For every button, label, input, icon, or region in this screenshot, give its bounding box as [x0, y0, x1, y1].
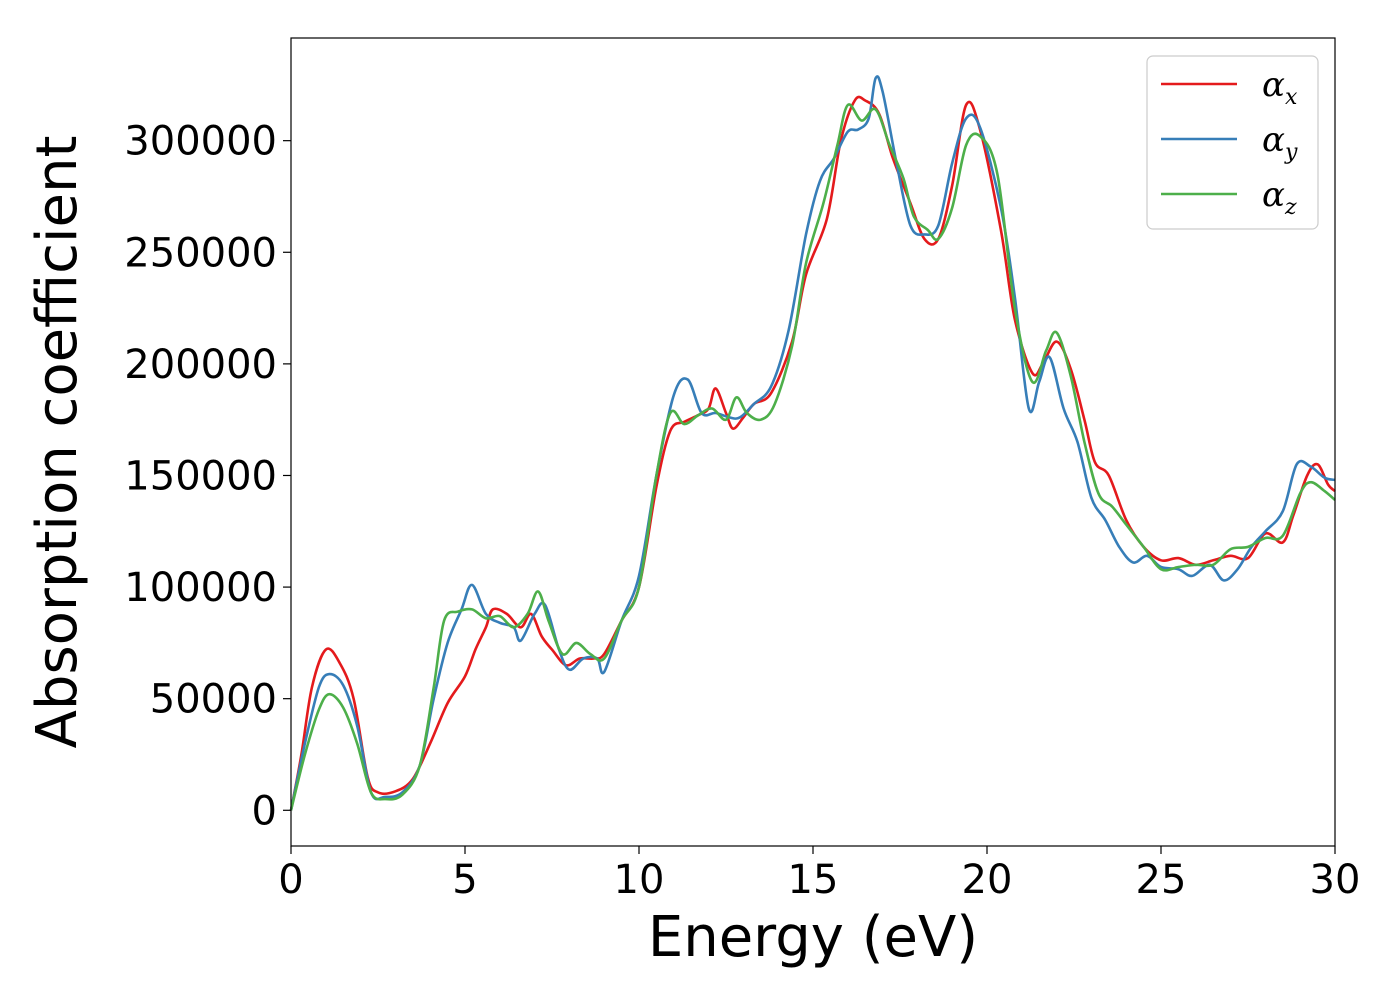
y-axis-ticks: 0 50000 100000 150000 200000 250000 300000: [124, 119, 291, 834]
x-tick-label: 0: [278, 857, 303, 903]
x-tick-label: 30: [1310, 857, 1361, 903]
y-tick-label: 50000: [150, 677, 277, 723]
x-tick-label: 20: [962, 857, 1013, 903]
legend-box: [1146, 55, 1319, 230]
series-lines: [289, 75, 1336, 811]
y-tick-label: 250000: [124, 230, 277, 276]
y-tick-label: 0: [252, 788, 277, 834]
series-line-alpha-y: [289, 75, 1336, 811]
y-axis-label: Absorption coefficient: [25, 136, 90, 749]
x-tick-label: 5: [452, 857, 477, 903]
y-tick-label: 100000: [124, 565, 277, 611]
x-axis-label: Energy (eV): [648, 905, 978, 970]
x-tick-label: 15: [788, 857, 839, 903]
y-tick-label: 150000: [124, 453, 277, 499]
x-tick-label: 25: [1136, 857, 1187, 903]
legend-subscript: y: [1284, 140, 1298, 165]
y-tick-label: 200000: [124, 342, 277, 388]
x-tick-label: 10: [614, 857, 665, 903]
legend-subscript: z: [1284, 195, 1297, 220]
legend-label-alpha-z: αz: [1262, 175, 1297, 220]
series-line-alpha-z: [289, 103, 1336, 811]
legend-subscript: x: [1285, 85, 1298, 110]
x-axis-ticks: 0 5 10 15 20 25 30: [278, 846, 1360, 903]
y-tick-label: 300000: [124, 119, 277, 165]
